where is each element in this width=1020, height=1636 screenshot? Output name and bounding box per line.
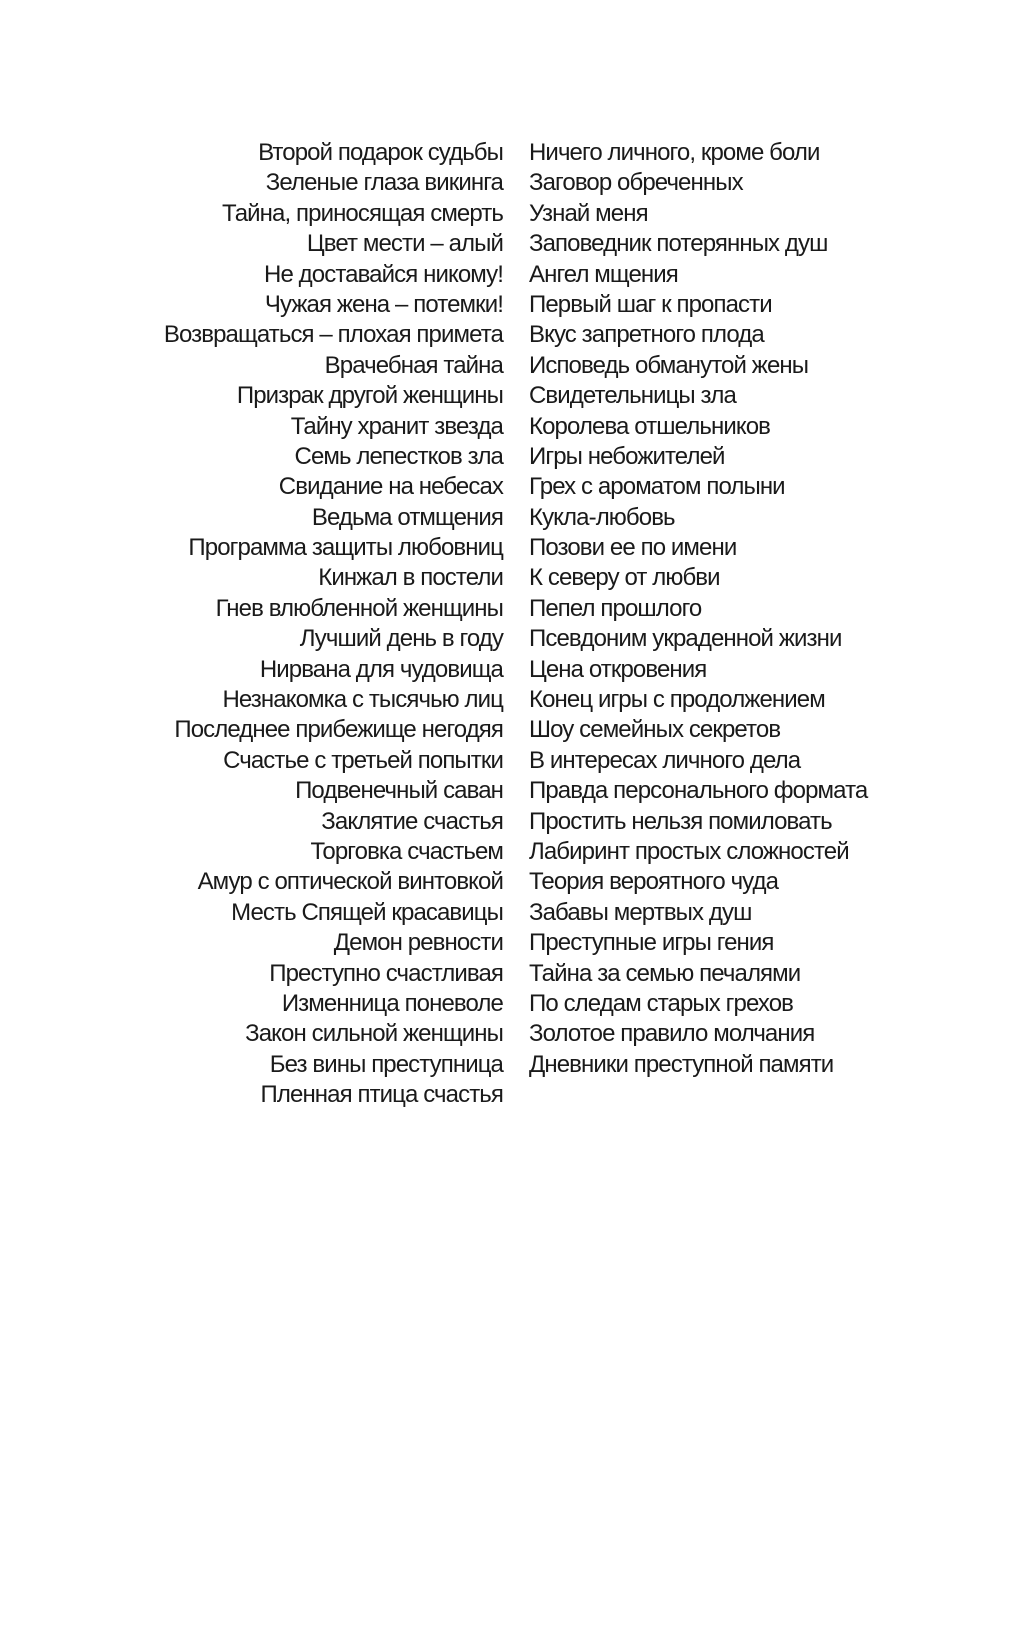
book-title: Преступно счастливая <box>269 959 504 987</box>
book-title: Цена откровения <box>529 655 707 683</box>
book-title: Амур с оптической винтовкой <box>197 868 504 896</box>
book-title: Ангел мщения <box>529 260 679 288</box>
book-title: Цвет мести – алый <box>306 230 504 258</box>
book-title: Изменница поневоле <box>281 989 504 1017</box>
book-title: Без вины преступница <box>269 1050 504 1078</box>
book-title: Лабиринт простых сложностей <box>529 837 850 865</box>
book-title: Теория вероятного чуда <box>529 868 779 896</box>
book-title: Правда персонального формата <box>529 777 868 805</box>
book-title: Грех с ароматом полыни <box>529 473 786 501</box>
title-list-left-column: Второй подарок судьбы Зеленые глаза викин… <box>163 138 504 1111</box>
book-title: Тайну хранит звезда <box>290 412 504 440</box>
book-title: Демон ревности <box>333 929 504 957</box>
book-title: Последнее прибежище негодяя <box>174 716 504 744</box>
book-title: Пепел прошлого <box>529 594 702 622</box>
book-title: Шоу семейных секретов <box>529 716 781 744</box>
book-title: Возвращаться – плохая примета <box>163 321 504 349</box>
book-title: В интересах личного дела <box>529 746 801 774</box>
book-title: Программа защиты любовниц <box>188 534 503 562</box>
book-title: Позови ее по имени <box>529 534 737 562</box>
book-title: Исповедь обманутой жены <box>529 351 809 379</box>
book-title: Призрак другой женщины <box>236 382 504 410</box>
book-title: К северу от любви <box>529 564 721 592</box>
book-title: Чужая жена – потемки! <box>264 290 504 318</box>
book-title: Пленная птица счастья <box>260 1081 504 1109</box>
book-title: Нирвана для чудовища <box>259 655 504 683</box>
book-title: Тайна за семью печалями <box>529 959 801 987</box>
book-title: По следам старых грехов <box>529 989 794 1017</box>
book-title: Кинжал в постели <box>318 564 504 592</box>
book-title: Ведьма отмщения <box>311 503 504 531</box>
book-title: Счастье с третьей попытки <box>223 746 504 774</box>
book-title: Незнакомка с тысячью лиц <box>222 686 503 714</box>
book-title: Свидетельницы зла <box>529 382 737 410</box>
book-title: Закон сильной женщины <box>245 1020 504 1048</box>
title-list-right-column: Ничего личного, кроме боли Заговор обрече… <box>529 138 868 1080</box>
book-title: Свидание на небесах <box>278 473 504 501</box>
book-title: Золотое правило молчания <box>529 1020 815 1048</box>
book-title: Псевдоним украденной жизни <box>529 625 842 653</box>
book-title: Конец игры с продолжением <box>529 686 826 714</box>
book-title: Ничего личного, кроме боли <box>529 139 820 166</box>
book-title: Гнев влюбленной женщины <box>215 594 504 622</box>
book-title: Простить нельзя помиловать <box>529 807 833 835</box>
book-title: Лучший день в году <box>299 625 504 653</box>
book-title: Не доставайся никому! <box>264 260 504 288</box>
book-title: Месть Спящей красавицы <box>231 898 504 926</box>
book-title: Семь лепестков зла <box>294 442 504 470</box>
book-title: Игры небожителей <box>529 442 725 470</box>
book-title: Кукла-любовь <box>529 503 676 531</box>
book-title: Забавы мертвых душ <box>529 898 752 926</box>
book-title: Тайна, приносящая смерть <box>222 199 504 227</box>
book-title: Торговка счастьем <box>310 837 504 865</box>
book-title: Дневники преступной памяти <box>529 1050 834 1078</box>
book-title: Королева отшельников <box>529 412 771 440</box>
book-title: Второй подарок судьбы <box>258 139 504 166</box>
book-title: Заповедник потерянных душ <box>529 230 828 258</box>
book-title: Узнай меня <box>529 199 649 227</box>
book-title: Врачебная тайна <box>324 351 504 379</box>
book-title: Первый шаг к пропасти <box>529 290 773 318</box>
book-title: Вкус запретного плода <box>529 321 765 349</box>
book-title: Заклятие счастья <box>321 807 504 835</box>
book-title: Подвенечный саван <box>295 777 504 805</box>
book-title: Преступные игры гения <box>529 929 774 957</box>
book-title: Зеленые глаза викинга <box>265 169 504 197</box>
book-title: Заговор обреченных <box>529 169 744 197</box>
